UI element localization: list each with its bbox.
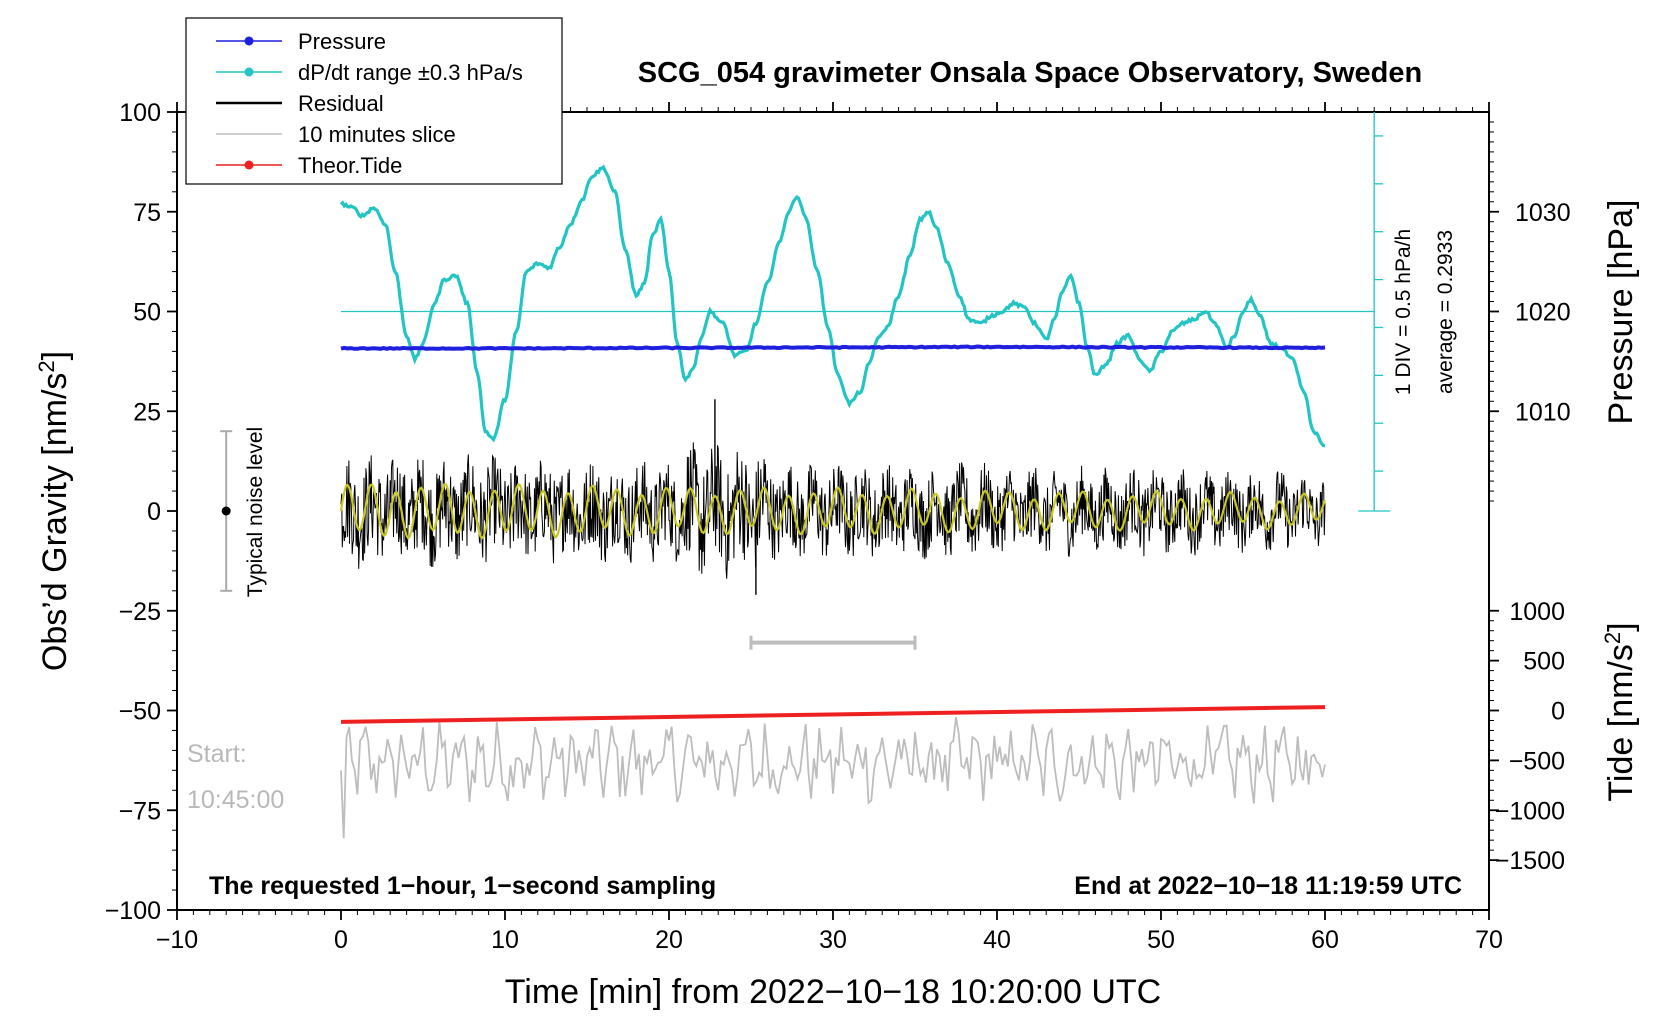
dpdt-average-label: average = 0.2933 <box>1434 230 1457 394</box>
tide-tick-label: 0 <box>1551 698 1565 726</box>
slice-line <box>340 717 1326 839</box>
footer-left: The requested 1−hour, 1−second sampling <box>209 872 716 900</box>
footer-right: End at 2022−10−18 11:19:59 UTC <box>1074 872 1462 900</box>
x-tick-label: 20 <box>655 926 683 954</box>
legend-label: Residual <box>298 91 384 116</box>
x-tick-label: −10 <box>156 926 198 954</box>
tide-tick-label: −1000 <box>1495 797 1565 825</box>
legend-label: Pressure <box>298 29 386 54</box>
y-axis-title-tide: Tide [nm/s2] <box>1600 622 1641 801</box>
x-tick-label: 40 <box>983 926 1011 954</box>
legend-label: dP/dt range ±0.3 hPa/s <box>298 60 523 85</box>
y-tick-label: −100 <box>105 897 161 925</box>
pressure-series <box>340 344 1326 351</box>
tide-tick-label: −1500 <box>1495 847 1565 875</box>
slice-series <box>340 717 1326 839</box>
annotations <box>220 112 1391 650</box>
dpdt-scale-label: 1 DIV = 0.5 hPa/h <box>1392 229 1415 395</box>
x-tick-label: 50 <box>1147 926 1175 954</box>
tide-tick-label: 1000 <box>1509 598 1565 626</box>
y-axis-title-left: Obs’d Gravity [nm/s2] <box>34 351 75 671</box>
y-tick-label: 100 <box>119 99 161 127</box>
y-axis-title-pressure: Pressure [hPa] <box>1602 200 1640 425</box>
y-tick-label: −50 <box>119 698 161 726</box>
filtered-residual-series <box>339 483 1327 540</box>
dpdt-series <box>339 164 1326 448</box>
tide-tick-label: −500 <box>1509 747 1565 775</box>
x-tick-label: 70 <box>1475 926 1503 954</box>
legend-marker <box>244 36 254 46</box>
start-time: 10:45:00 <box>187 786 284 814</box>
y-axis-title-tide-sup: 2 <box>1600 632 1625 644</box>
noise-bar-dot <box>221 506 231 516</box>
dpdt-line <box>339 164 1326 448</box>
residual-series <box>340 399 1326 595</box>
axis-ticks: −10 0 10 20 30 40 50 60 701007550250−25−50−75−10… <box>105 99 1571 954</box>
legend-marker <box>244 160 254 170</box>
filtered-line <box>339 483 1327 540</box>
x-tick-label: 30 <box>819 926 847 954</box>
y-tick-label: −25 <box>119 598 161 626</box>
y-tick-label: 50 <box>133 299 161 327</box>
x-tick-label: 0 <box>334 926 348 954</box>
y-tick-label: 75 <box>133 199 161 227</box>
legend: Pressure dP/dt range ±0.3 hPa/s Residual 10… <box>185 17 563 185</box>
legend-label: Theor.Tide <box>298 153 402 178</box>
pressure-tick-label: 1030 <box>1515 199 1571 227</box>
legend-marker <box>244 67 254 77</box>
y-axis-title-left-sup: 2 <box>34 360 59 372</box>
legend-box <box>185 17 563 185</box>
y-tick-label: 25 <box>133 398 161 426</box>
tide-tick-label: 500 <box>1523 648 1565 676</box>
pressure-tick-label: 1010 <box>1515 398 1571 426</box>
y-tick-label: 0 <box>147 498 161 526</box>
y-tick-label: −75 <box>119 797 161 825</box>
pressure-line <box>340 344 1326 351</box>
residual-line <box>340 442 1326 579</box>
x-tick-label: 10 <box>491 926 519 954</box>
pressure-tick-label: 1020 <box>1515 299 1571 327</box>
tide-series <box>340 705 1326 724</box>
x-tick-label: 60 <box>1311 926 1339 954</box>
x-axis-title: Time [min] from 2022−10−18 10:20:00 UTC <box>505 973 1161 1011</box>
tide-line <box>340 705 1326 724</box>
start-label: Start: <box>187 740 247 768</box>
chart-title: SCG_054 gravimeter Onsala Space Observat… <box>638 57 1422 89</box>
noise-level-label: Typical noise level <box>244 427 267 597</box>
legend-label: 10 minutes slice <box>298 122 456 147</box>
